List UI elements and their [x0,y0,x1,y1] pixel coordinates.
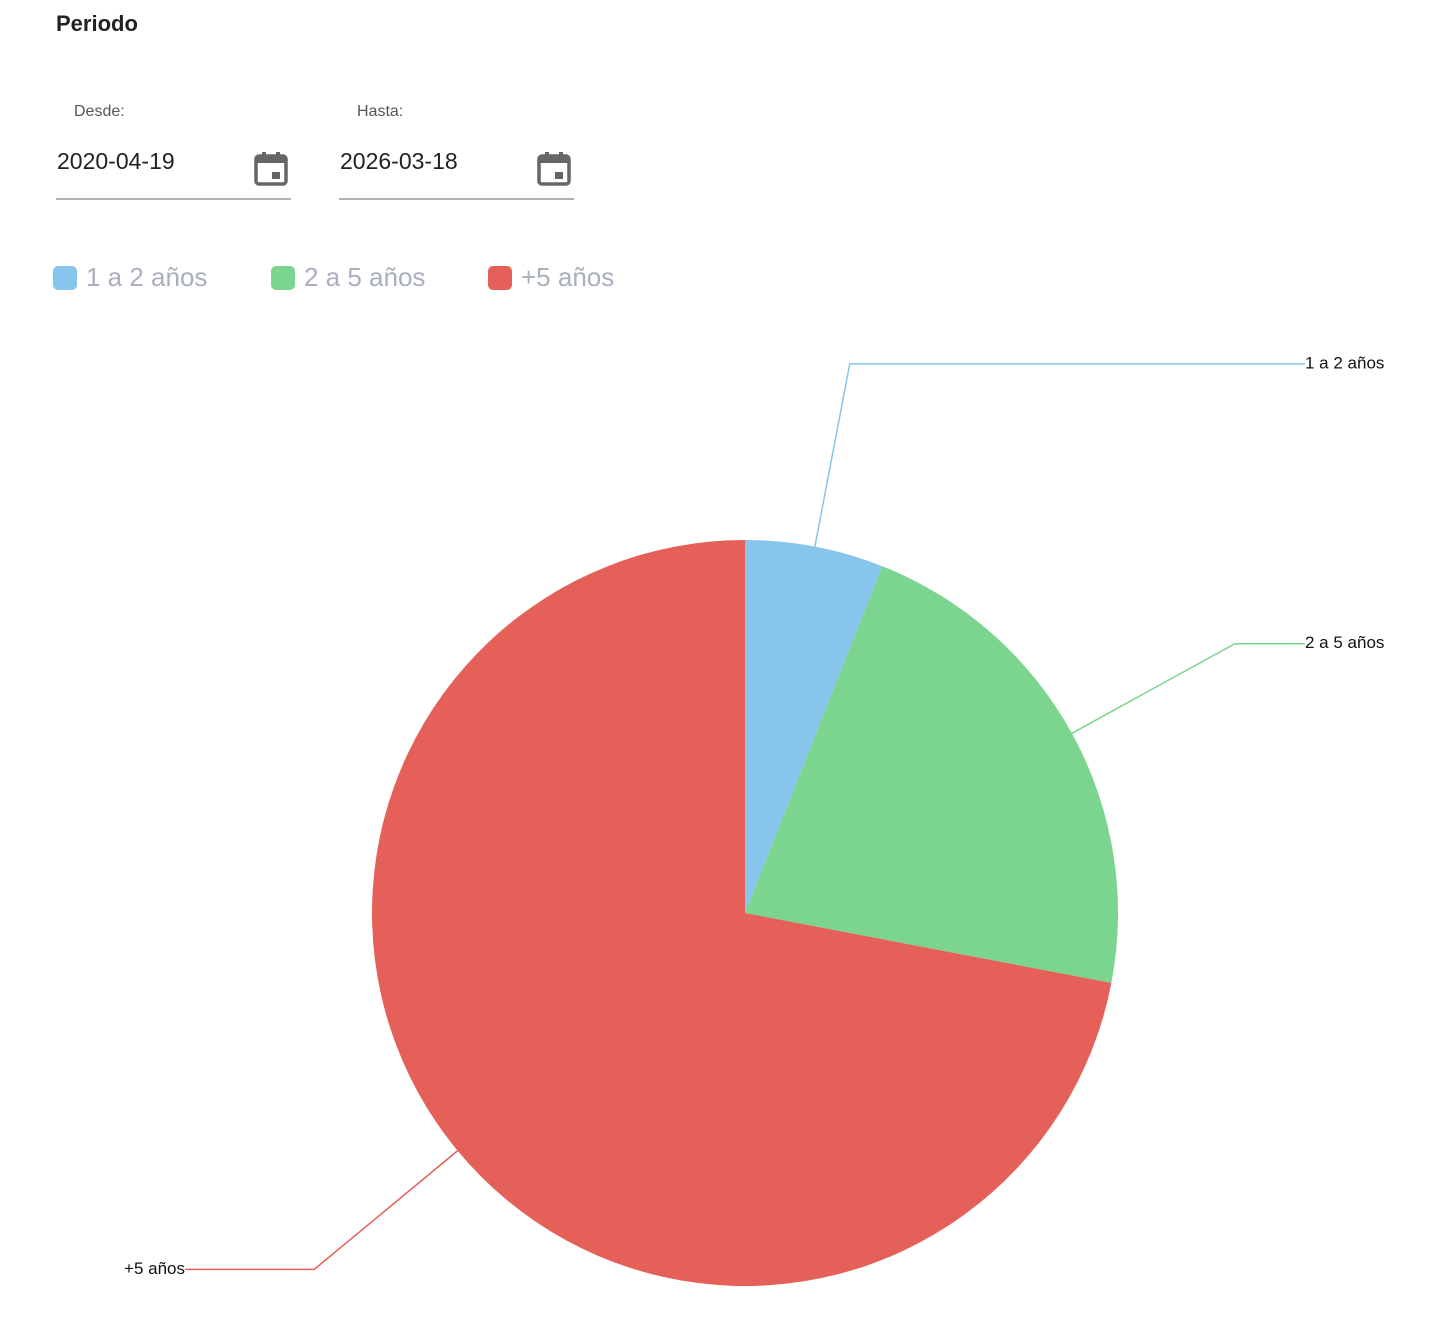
legend-swatch[interactable] [53,266,77,290]
field-label: Hasta: [357,103,403,120]
to-field[interactable]: Hasta: 2026-03-18 [339,103,574,200]
leader-line [185,1150,459,1271]
calendar-icon[interactable] [537,152,571,186]
slice-label: 2 a 5 años [1305,633,1384,652]
section-title: Periodo [56,11,138,36]
leader-line [814,363,1305,547]
legend-label[interactable]: 1 a 2 años [86,262,207,292]
pie-slice[interactable] [745,540,883,913]
pie-slice[interactable] [372,540,1112,1287]
legend-swatch[interactable] [271,266,295,290]
field-value[interactable]: 2020-04-19 [57,148,175,174]
slice-label: +5 años [124,1259,185,1278]
slice-label: 1 a 2 años [1305,353,1384,372]
from-field[interactable]: Desde: 2020-04-19 [56,103,291,200]
legend-label[interactable]: +5 años [521,262,614,292]
field-label: Desde: [74,103,125,120]
field-value[interactable]: 2026-03-18 [340,148,458,174]
pie-slice[interactable] [745,566,1119,983]
legend-swatch[interactable] [488,266,512,290]
leader-line [1071,642,1305,734]
legend-label[interactable]: 2 a 5 años [304,262,425,292]
calendar-icon[interactable] [254,152,288,186]
